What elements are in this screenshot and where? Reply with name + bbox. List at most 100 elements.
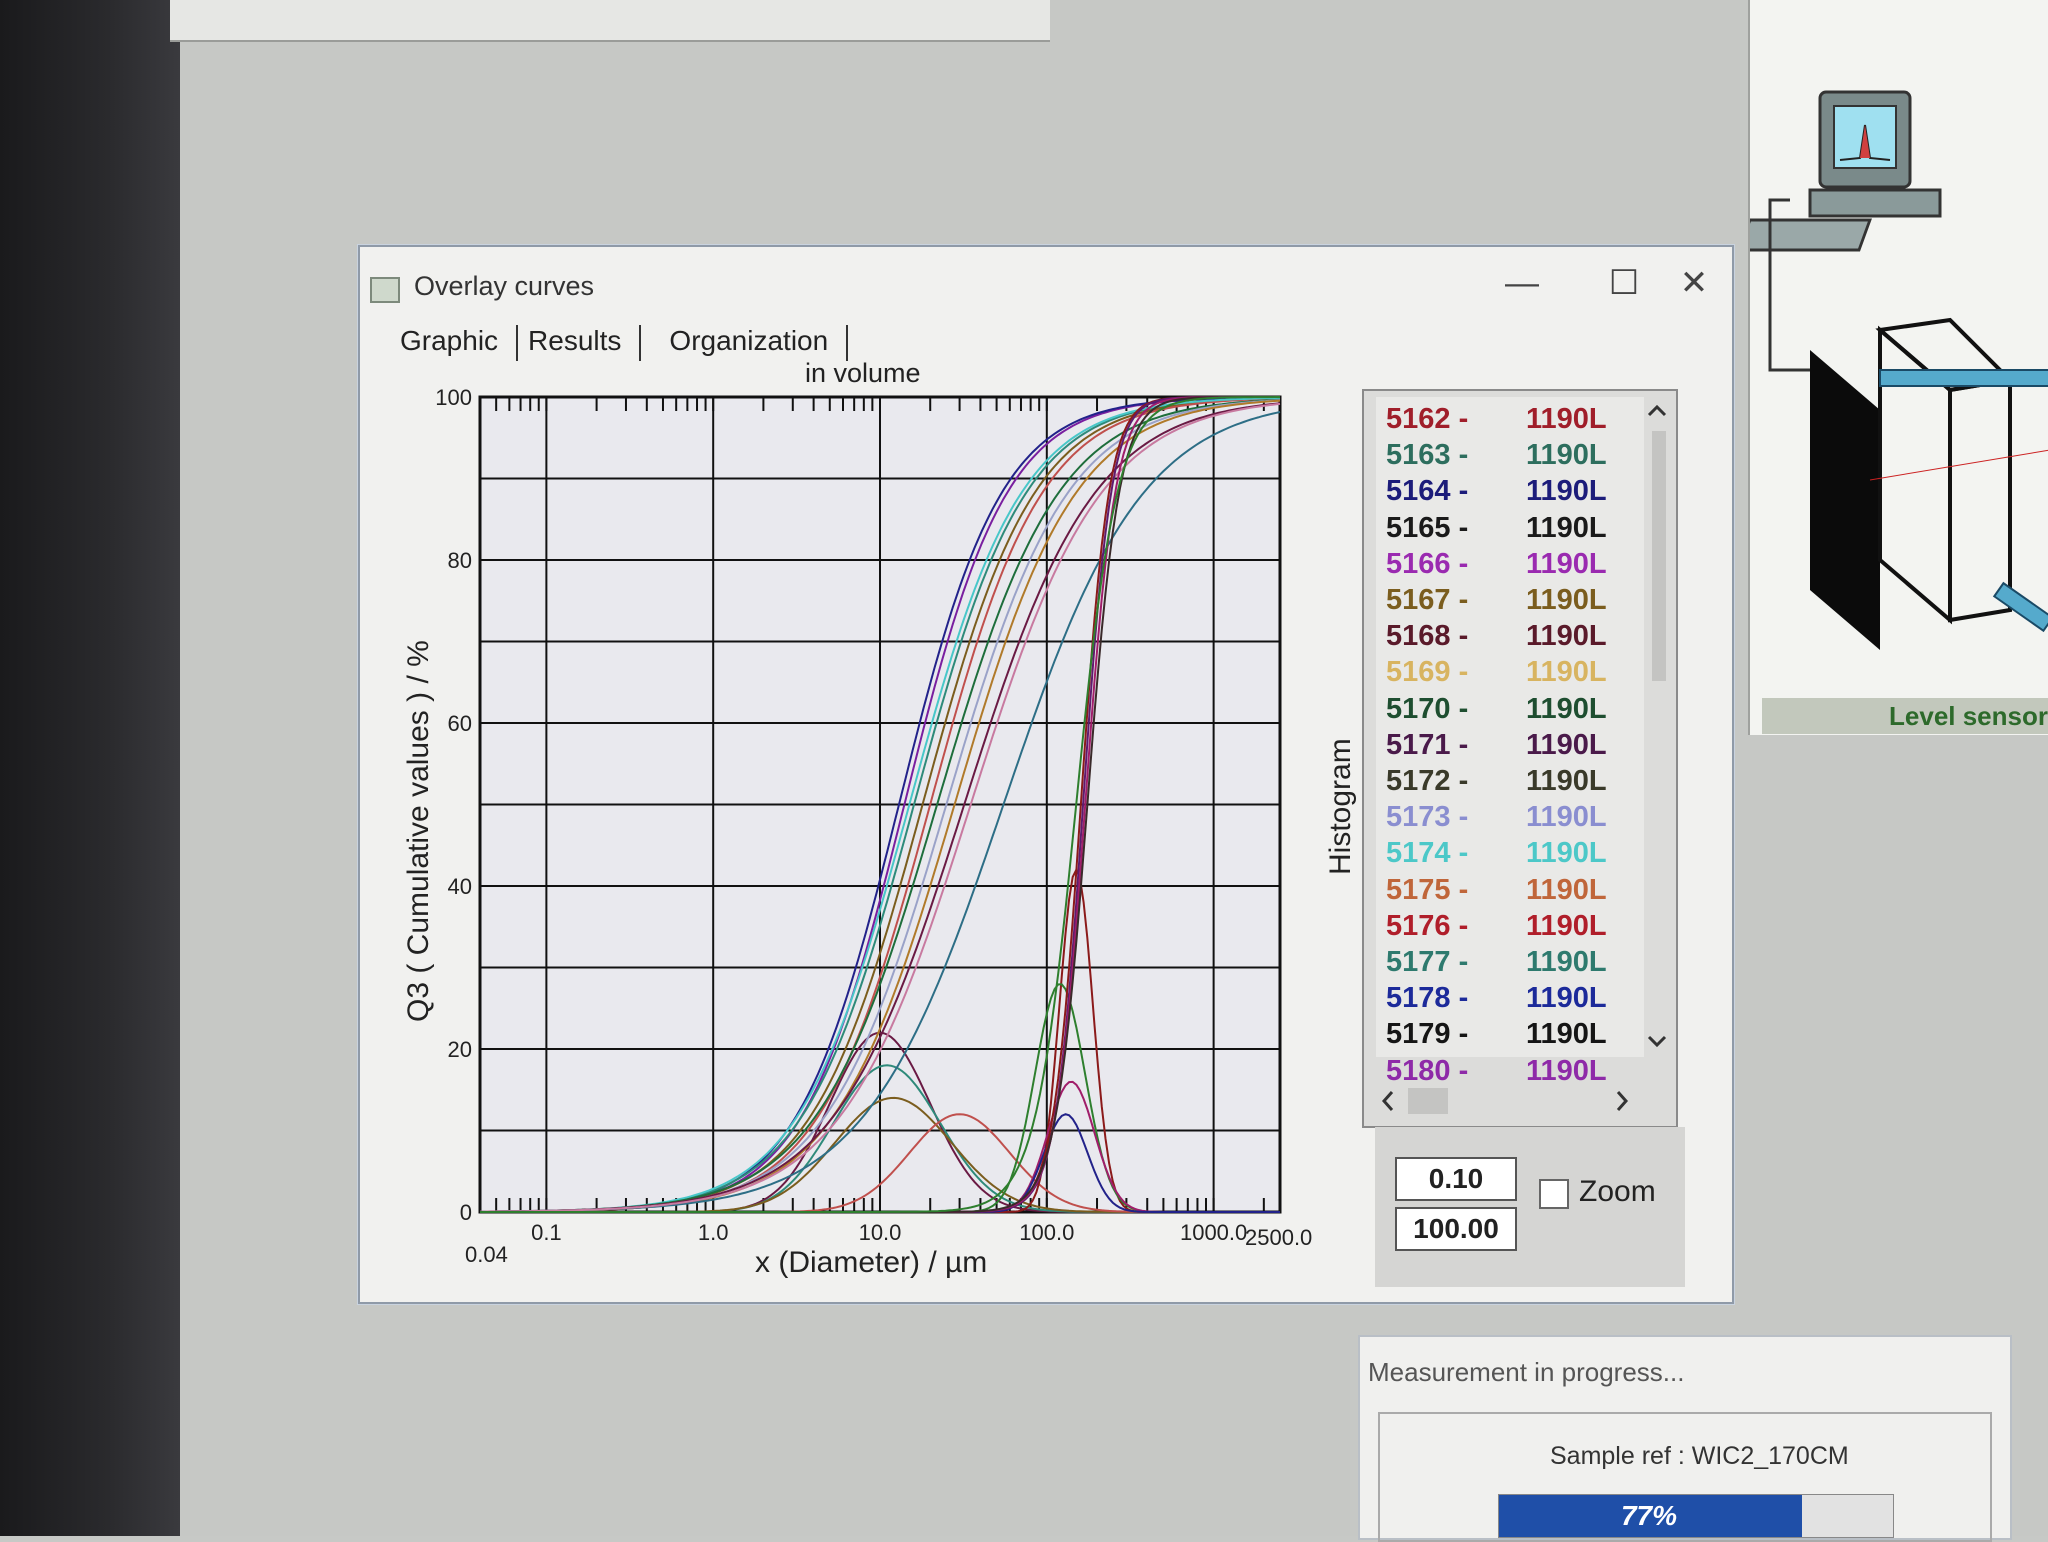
cumulative-curve [480, 396, 1280, 1213]
sensor-panel [1736, 0, 2048, 735]
legend-item[interactable]: 5164 - 1190L [1386, 475, 1607, 511]
legend-item-id: 5179 - [1386, 1018, 1469, 1051]
zoom-checkbox[interactable] [1539, 1179, 1569, 1209]
maximize-button[interactable]: ☐ [1608, 264, 1640, 302]
legend-item-code: 1190L [1526, 620, 1607, 653]
legend-item-id: 5173 - [1386, 801, 1469, 834]
sample-reference: Sample ref : WIC2_170CM [1550, 1442, 1849, 1470]
close-button[interactable]: ✕ [1679, 264, 1709, 302]
legend-item-code: 1190L [1526, 692, 1607, 725]
legend-item-code: 1190L [1526, 547, 1607, 580]
histogram-label: Histogram [1324, 738, 1357, 875]
window-title: Overlay curves [414, 271, 595, 301]
legend-item[interactable]: 5176 - 1190L [1386, 910, 1607, 946]
legend-item-code: 1190L [1526, 801, 1607, 834]
legend-item-code: 1190L [1526, 765, 1607, 797]
legend-item-code: 1190L [1526, 909, 1607, 942]
legend-item-code: 1190L [1526, 946, 1607, 978]
tab-divider [639, 325, 642, 361]
tab-organization[interactable]: Organization [669, 325, 829, 357]
legend-item-id: 5164 - [1386, 475, 1469, 508]
scroll-right-icon [1616, 1091, 1629, 1111]
legend-item[interactable]: 5171 - 1190L [1386, 729, 1607, 765]
legend-item[interactable]: 5162 - 1190L [1386, 403, 1607, 439]
vertical-scrollbar-thumb[interactable] [1652, 431, 1666, 681]
y-tick-label: 20 [448, 1037, 472, 1062]
legend-item-code: 1190L [1526, 728, 1607, 761]
tab-graphic[interactable]: Graphic [400, 325, 499, 357]
legend-item-code: 1190L [1526, 403, 1607, 435]
legend-item-code: 1190L [1526, 873, 1607, 906]
legend-item-id: 5171 - [1386, 728, 1469, 761]
legend-item-id: 5168 - [1386, 620, 1469, 653]
legend-item-id: 5177 - [1386, 946, 1469, 978]
overlay-chart: in volume Q3 ( Cumulative values ) / % x… [402, 358, 1357, 1279]
legend-item[interactable]: 5175 - 1190L [1386, 874, 1607, 910]
legend-item[interactable]: 5167 - 1190L [1386, 584, 1607, 620]
tab-divider [846, 325, 849, 361]
legend-item-code: 1190L [1526, 837, 1607, 870]
legend-item-code: 1190L [1526, 1054, 1607, 1087]
legend-item[interactable]: 5166 - 1190L [1386, 548, 1607, 584]
legend-item-code: 1190L [1526, 584, 1607, 616]
legend-item[interactable]: 5179 - 1190L [1386, 1018, 1607, 1054]
legend-item[interactable]: 5180 - 1190L [1386, 1055, 1607, 1091]
cumulative-curves [479, 396, 1281, 1213]
legend-item-id: 5178 - [1386, 982, 1469, 1015]
legend-item-code: 1190L [1526, 439, 1607, 472]
legend-item[interactable]: 5178 - 1190L [1386, 982, 1607, 1018]
legend-item[interactable]: 5163 - 1190L [1386, 439, 1607, 475]
legend-item[interactable]: 5174 - 1190L [1386, 837, 1607, 873]
sample-legend: 5162 - 1190L 5163 - 1190L 5164 - 1190L 5165 - 1… [1362, 389, 1678, 1128]
chart-title: in volume [805, 358, 921, 388]
legend-item-id: 5176 - [1386, 909, 1469, 942]
legend-item[interactable]: 5169 - 1190L [1386, 656, 1607, 692]
y-tick-label: 60 [448, 711, 472, 736]
level-sensor-label: Level sensor [1762, 698, 2048, 734]
zoom-controls: 0.10 100.00 Zoom [1375, 1127, 1685, 1287]
tab-divider [516, 325, 519, 361]
legend-item-code: 1190L [1526, 511, 1607, 544]
computer-icon [1736, 90, 1942, 252]
x-tick-label: 0.1 [531, 1220, 562, 1245]
progress-bar: 77% [1498, 1494, 1894, 1538]
legend-item-id: 5174 - [1386, 837, 1469, 870]
horizontal-scroll-thumb [1408, 1088, 1448, 1114]
legend-item-id: 5165 - [1386, 511, 1469, 544]
x-tick-label: 1000.0 [1180, 1220, 1247, 1245]
y-tick-label: 0 [460, 1200, 472, 1225]
legend-item[interactable]: 5168 - 1190L [1386, 620, 1607, 656]
legend-item-code: 1190L [1526, 1018, 1607, 1051]
measurement-progress-dialog: Measurement in progress... Sample ref : … [1358, 1335, 2012, 1542]
grid-lines [480, 396, 1280, 1213]
legend-item-id: 5172 - [1386, 765, 1469, 797]
cell-box [1875, 317, 2015, 625]
legend-item-id: 5162 - [1386, 403, 1469, 435]
legend-item[interactable]: 5165 - 1190L [1386, 512, 1607, 548]
instrument-diagram [1736, 90, 2048, 650]
app-icon [370, 277, 400, 303]
legend-item[interactable]: 5177 - 1190L [1386, 946, 1607, 982]
legend-item[interactable]: 5172 - 1190L [1386, 765, 1607, 801]
legend-list[interactable]: 5162 - 1190L 5163 - 1190L 5164 - 1190L 5165 - 1… [1376, 397, 1644, 1087]
legend-item[interactable]: 5170 - 1190L [1386, 693, 1607, 729]
legend-item-id: 5166 - [1386, 547, 1469, 580]
x-tick-label: 10.0 [859, 1220, 902, 1245]
legend-item-code: 1190L [1526, 475, 1607, 508]
overlay-curves-dialog: Overlay curves — ☐ ✕ Graphic Results Organ… [358, 245, 1734, 1304]
x-tick-labels: 0.1 1.0 10.0 100.0 1000.0 [531, 1220, 1247, 1245]
y-tick-label: 100 [435, 385, 472, 410]
zoom-max-input[interactable]: 100.00 [1395, 1207, 1517, 1251]
horizontal-scrollbar[interactable] [1378, 1084, 1638, 1118]
vertical-scrollbar[interactable] [1644, 397, 1670, 1057]
legend-item-code: 1190L [1526, 982, 1607, 1015]
minimize-button[interactable]: — [1505, 264, 1539, 302]
cumulative-curve [480, 402, 1281, 1213]
legend-item-id: 5175 - [1386, 873, 1469, 906]
tab-results[interactable]: Results [528, 325, 622, 357]
progress-percent: 77% [1620, 1500, 1678, 1531]
x-max-label: 2500.0 [1245, 1225, 1312, 1250]
legend-item[interactable]: 5173 - 1190L [1386, 801, 1607, 837]
y-tick-label: 80 [448, 548, 472, 573]
zoom-min-input[interactable]: 0.10 [1395, 1157, 1517, 1201]
